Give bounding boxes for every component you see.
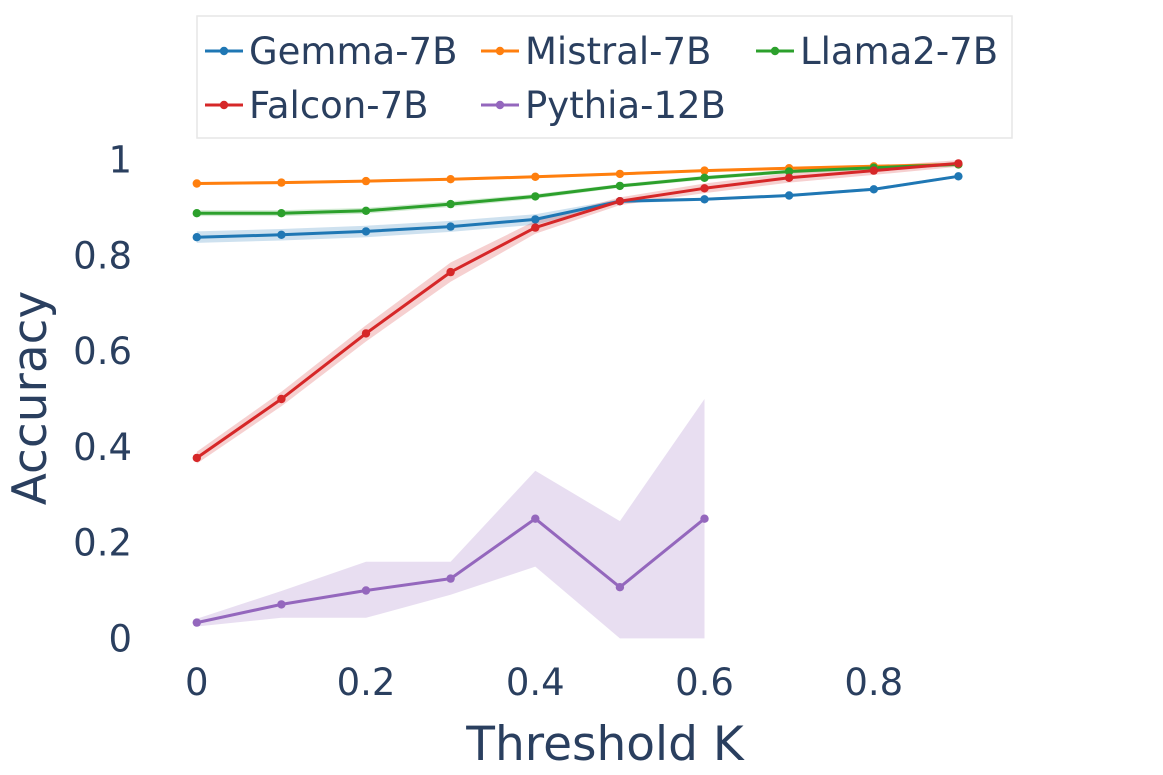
pythia-12b-legend-label: Pythia-12B (525, 84, 726, 127)
falcon-7b-point (700, 184, 709, 193)
llama2-7b-band (196, 162, 959, 217)
gemma-7b-point (700, 195, 709, 204)
legend-box (196, 15, 1013, 139)
falcon-7b-point (446, 267, 455, 277)
series-points (192, 159, 963, 627)
falcon-7b-point (954, 159, 963, 168)
llama2-7b-point (531, 192, 540, 201)
falcon-7b-point (531, 223, 540, 232)
pythia-12b-legend-marker (495, 100, 505, 110)
gemma-7b-point (192, 233, 201, 242)
y-tick-label: 0.8 (73, 234, 132, 277)
falcon-7b-point (277, 394, 286, 404)
falcon-7b-legend-label: Falcon-7B (249, 84, 429, 127)
falcon-7b-legend-marker (219, 100, 229, 110)
mistral-7b-legend-marker (495, 46, 505, 56)
llama2-7b-point (192, 209, 201, 218)
falcon-7b-point (784, 173, 794, 182)
gemma-7b-point (531, 215, 540, 224)
pythia-12b-point (531, 514, 540, 523)
x-tick-label: 0.8 (844, 661, 903, 704)
series-lines (195, 161, 959, 625)
llama2-7b-point (361, 206, 371, 215)
pythia-12b-point (615, 583, 625, 592)
falcon-7b-band (196, 160, 959, 464)
y-tick-label: 0.4 (73, 426, 132, 469)
llama2-7b-point (784, 167, 794, 176)
mistral-7b-point (531, 172, 540, 181)
x-axis-ticks: 0 0.2 0.4 0.6 0.8 (185, 661, 903, 704)
y-tick-label: 0 (108, 617, 132, 660)
y-axis-label: Accuracy (3, 291, 58, 506)
gemma-7b-point (869, 185, 878, 194)
gemma-7b-point (954, 172, 963, 181)
x-tick-label: 0 (185, 661, 209, 704)
falcon-7b-point (615, 197, 625, 206)
legend: Gemma-7B Mistral-7B Llama2-7B Falcon-7B Pyth… (196, 15, 1013, 139)
falcon-7b-line (195, 161, 959, 460)
gemma-7b-point (361, 227, 371, 236)
gemma-7b-line (196, 174, 959, 239)
mistral-7b-line (196, 162, 959, 185)
falcon-7b-point (192, 453, 201, 463)
pythia-12b-point (361, 586, 371, 595)
gemma-7b-point (277, 230, 286, 239)
pythia-12b-band (196, 399, 705, 639)
gemma-7b-point (784, 191, 794, 200)
llama2-7b-point (277, 209, 286, 218)
pythia-12b-point (446, 574, 455, 583)
mistral-7b-point (361, 176, 371, 186)
llama2-7b-line (196, 162, 959, 215)
llama2-7b-point (700, 173, 709, 182)
llama2-7b-point (615, 181, 625, 191)
llama2-7b-legend-marker (770, 46, 780, 56)
y-axis-ticks: 0 0.2 0.4 0.6 0.8 1 (73, 139, 132, 661)
mistral-7b-point (446, 175, 455, 184)
pythia-12b-point (277, 600, 286, 609)
y-tick-label: 0.2 (73, 522, 132, 565)
pythia-12b-point (192, 618, 201, 627)
x-tick-label: 0.4 (506, 661, 565, 704)
mistral-7b-point (192, 179, 201, 188)
mistral-7b-point (615, 169, 625, 179)
falcon-7b-point (869, 166, 878, 175)
y-tick-label: 0.6 (73, 330, 132, 373)
gemma-7b-legend-marker (219, 46, 229, 56)
falcon-7b-point (361, 329, 371, 338)
x-tick-label: 0.2 (337, 661, 396, 704)
mistral-7b-point (700, 166, 709, 175)
llama2-7b-legend-label: Llama2-7B (800, 30, 998, 73)
mistral-7b-legend-label: Mistral-7B (525, 30, 711, 73)
pythia-12b-point (700, 514, 709, 523)
gemma-7b-point (446, 222, 455, 231)
mistral-7b-point (277, 178, 286, 187)
confidence-bands (196, 160, 959, 639)
y-tick-label: 1 (108, 139, 132, 182)
x-axis-label: Threshold K (465, 717, 745, 772)
gemma-7b-legend-label: Gemma-7B (249, 30, 457, 73)
x-tick-label: 0.6 (675, 661, 734, 704)
llama2-7b-point (446, 199, 455, 209)
